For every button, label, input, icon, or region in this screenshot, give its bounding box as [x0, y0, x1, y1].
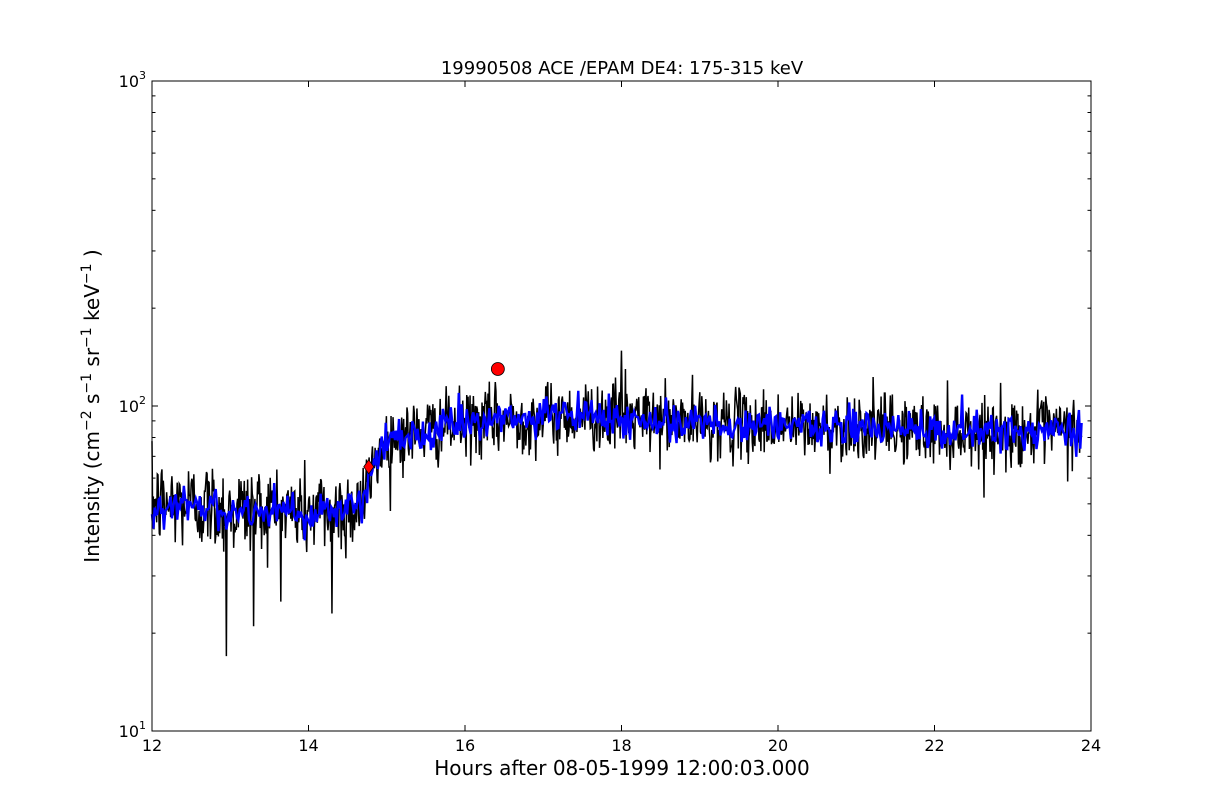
x-tick-label: 18 [611, 736, 631, 755]
x-tick-labels: 12 14 16 18 20 22 24 [142, 736, 1101, 755]
x-tick-label: 20 [768, 736, 788, 755]
series-blue-line [150, 390, 1083, 541]
x-axis-label: Hours after 08-05-1999 12:00:03.000 [434, 756, 810, 780]
series-black-line [151, 350, 1083, 657]
y-label-sup3: −1 [79, 327, 95, 348]
y-label-suffix: ) [80, 249, 104, 263]
chart-title: 19990508 ACE /EPAM DE4: 175-315 keV [441, 58, 804, 79]
y-axis-label: Intensity (cm−2 s−1 sr−1 keV−1 ) [79, 249, 104, 562]
plot-frame [151, 80, 1092, 732]
x-tick-label: 24 [1081, 736, 1101, 755]
y-tick-label: 103 [119, 69, 146, 91]
marker-circle [490, 362, 505, 376]
y-label-prefix: Intensity (cm [80, 431, 104, 563]
y-label-sup4: −1 [79, 263, 95, 284]
y-tick-label: 101 [119, 719, 146, 741]
y-tick-label: 102 [119, 394, 146, 416]
series-layer [150, 350, 1083, 657]
y-tick-labels: 101 102 103 [119, 69, 146, 741]
marker-layer [363, 362, 505, 475]
y-label-sup2: −1 [79, 373, 95, 394]
tick-layer [151, 81, 1092, 732]
x-tick-label: 12 [142, 736, 162, 755]
x-tick-label: 14 [298, 736, 318, 755]
y-label-mid2: sr [80, 347, 104, 373]
y-label-mid3: keV [80, 284, 104, 328]
x-tick-label: 22 [924, 736, 944, 755]
x-tick-label: 16 [455, 736, 475, 755]
y-label-sup1: −2 [79, 410, 95, 431]
y-label-mid1: s [80, 394, 104, 411]
marker-diamond [363, 459, 375, 475]
